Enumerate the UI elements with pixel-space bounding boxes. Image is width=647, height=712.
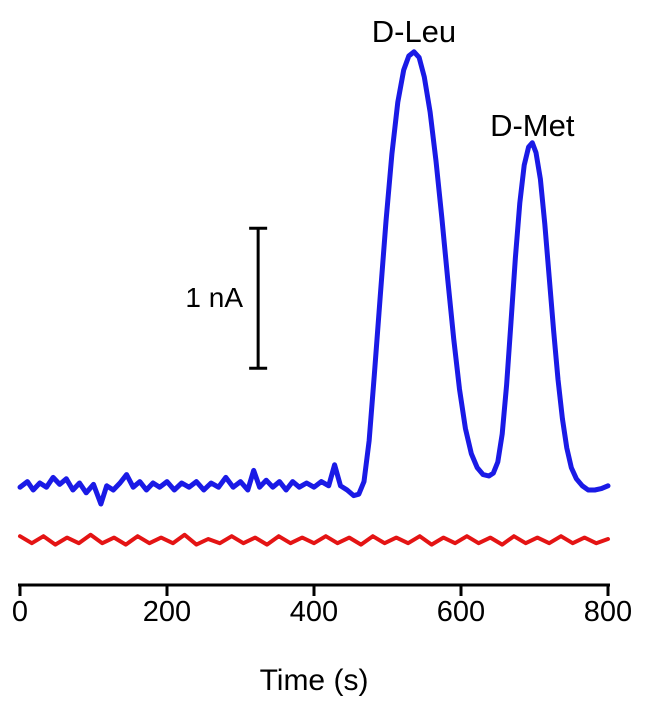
series-layer [17, 49, 611, 547]
annotation-layer: D-Leu D-Met [372, 14, 575, 143]
peak-label-d-leu: D-Leu [372, 14, 456, 49]
x-tick-label: 800 [584, 596, 632, 628]
x-tick-label: 200 [143, 596, 191, 628]
sample-trace-line [17, 49, 611, 507]
scale-bar-label: 1 nA [185, 282, 243, 313]
axis-layer: 0 200 400 600 800 [12, 583, 632, 628]
x-tick-label: 400 [290, 596, 338, 628]
x-tick-label: 0 [12, 596, 28, 628]
x-axis-title: Time (s) [260, 664, 369, 697]
scalebar-layer [249, 226, 268, 370]
peak-label-d-met: D-Met [490, 108, 575, 143]
blank-trace-line [18, 532, 610, 547]
x-tick-label: 600 [437, 596, 485, 628]
